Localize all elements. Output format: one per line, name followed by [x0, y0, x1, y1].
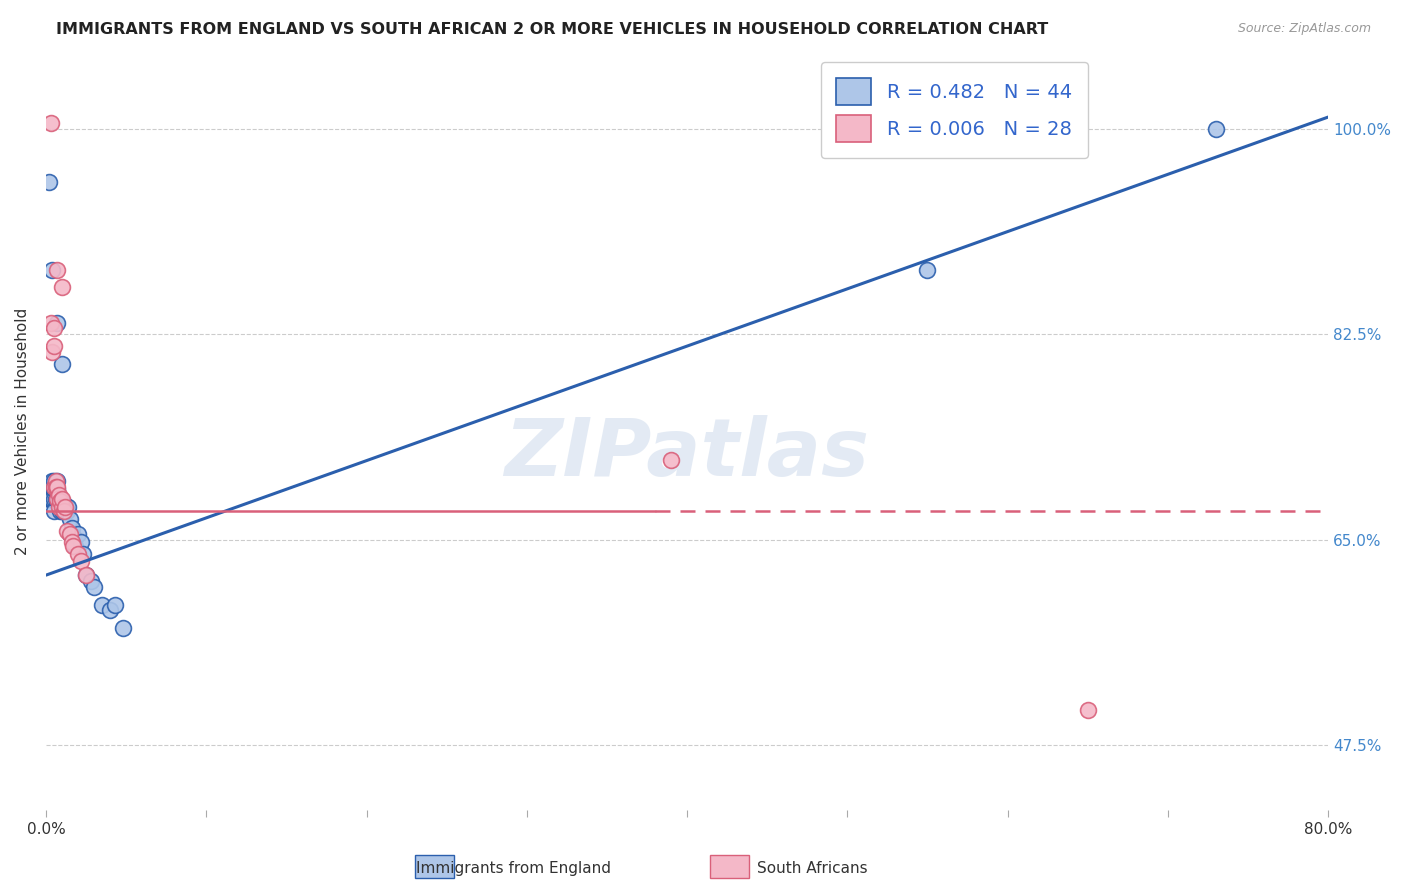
Point: [83, 580, 105, 594]
Point: [51, 498, 73, 512]
Point: [75, 568, 97, 582]
Point: [52, 503, 75, 517]
Point: [46, 474, 69, 488]
Point: [49, 503, 72, 517]
Point: [56, 503, 79, 517]
Point: [1077, 703, 1099, 717]
Text: ZIPatlas: ZIPatlas: [505, 415, 869, 493]
Point: [60, 521, 83, 535]
Point: [51, 357, 73, 371]
Point: [46, 491, 69, 506]
Point: [46, 316, 69, 330]
Point: [48, 491, 70, 506]
Point: [63, 539, 86, 553]
Point: [48, 488, 70, 502]
Point: [39, 116, 62, 130]
Point: [52, 503, 75, 517]
Point: [38, 175, 60, 189]
Point: [98, 603, 121, 617]
Point: [39, 491, 62, 506]
Point: [53, 498, 76, 512]
Point: [42, 474, 65, 488]
Point: [66, 527, 89, 541]
Text: South Africans: South Africans: [758, 862, 868, 876]
Point: [39, 316, 62, 330]
Point: [42, 321, 65, 335]
Point: [58, 500, 80, 514]
Point: [53, 500, 76, 514]
Point: [49, 491, 72, 506]
Point: [62, 529, 84, 543]
Point: [46, 483, 69, 497]
Point: [46, 262, 69, 277]
Point: [62, 539, 84, 553]
Point: [1205, 121, 1227, 136]
Point: [111, 621, 134, 635]
Point: [51, 500, 73, 514]
Point: [45, 474, 67, 488]
Y-axis label: 2 or more Vehicles in Household: 2 or more Vehicles in Household: [15, 308, 30, 555]
Point: [42, 483, 65, 497]
Point: [59, 512, 82, 526]
Point: [45, 483, 67, 497]
Point: [41, 491, 63, 506]
Point: [56, 524, 79, 538]
Point: [70, 535, 93, 549]
Point: [70, 554, 93, 568]
Legend: R = 0.482   N = 44, R = 0.006   N = 28: R = 0.482 N = 44, R = 0.006 N = 28: [821, 62, 1088, 158]
Point: [42, 480, 65, 494]
Point: [60, 535, 83, 549]
Text: Immigrants from England: Immigrants from England: [416, 862, 610, 876]
Point: [659, 453, 682, 467]
Point: [46, 480, 69, 494]
Point: [80, 574, 103, 588]
Point: [104, 598, 127, 612]
Point: [51, 503, 73, 517]
Point: [38, 491, 60, 506]
Point: [72, 547, 94, 561]
Point: [59, 527, 82, 541]
Point: [42, 503, 65, 517]
Point: [917, 262, 939, 277]
Text: Source: ZipAtlas.com: Source: ZipAtlas.com: [1237, 22, 1371, 36]
Point: [42, 491, 65, 506]
Point: [41, 262, 63, 277]
Point: [46, 491, 69, 506]
Point: [42, 339, 65, 353]
Point: [45, 480, 67, 494]
Point: [75, 568, 97, 582]
Point: [66, 547, 89, 561]
Point: [51, 280, 73, 294]
Point: [51, 491, 73, 506]
Point: [49, 494, 72, 508]
Point: [41, 474, 63, 488]
Point: [48, 500, 70, 514]
Text: IMMIGRANTS FROM ENGLAND VS SOUTH AFRICAN 2 OR MORE VEHICLES IN HOUSEHOLD CORRELA: IMMIGRANTS FROM ENGLAND VS SOUTH AFRICAN…: [56, 22, 1049, 37]
Point: [91, 598, 114, 612]
Point: [59, 527, 82, 541]
Point: [41, 345, 63, 359]
Point: [53, 503, 76, 517]
Point: [45, 491, 67, 506]
